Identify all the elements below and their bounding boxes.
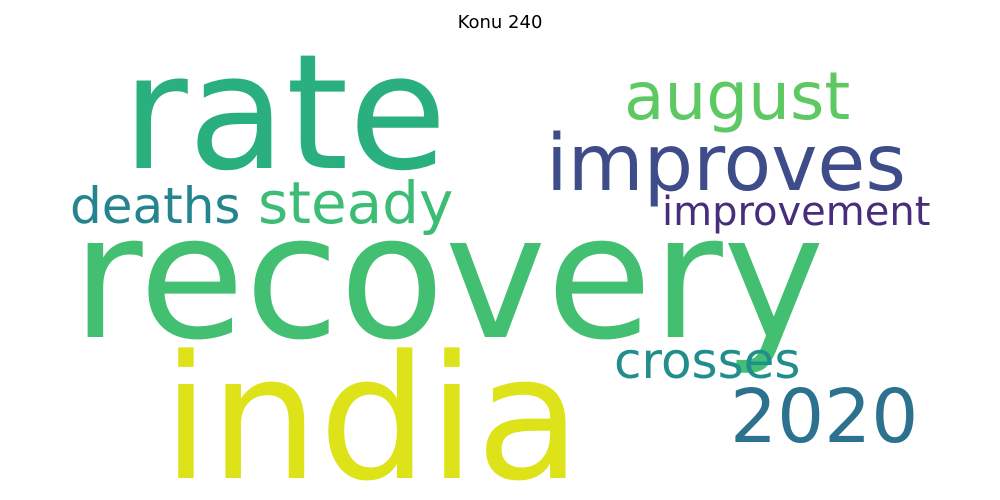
word-india: india	[162, 318, 581, 500]
figure-title: Konu 240	[457, 12, 543, 33]
word-recovery: recovery	[72, 177, 825, 378]
word-deaths: deaths	[70, 177, 240, 235]
word-steady: steady	[258, 169, 453, 237]
word-improvement: improvement	[662, 189, 930, 235]
word-2020: 2020	[730, 374, 918, 460]
word-improves: improves	[546, 119, 906, 209]
word-rate: rate	[122, 19, 447, 206]
word-august: august	[624, 58, 850, 135]
word-crosses: crosses	[614, 332, 800, 390]
